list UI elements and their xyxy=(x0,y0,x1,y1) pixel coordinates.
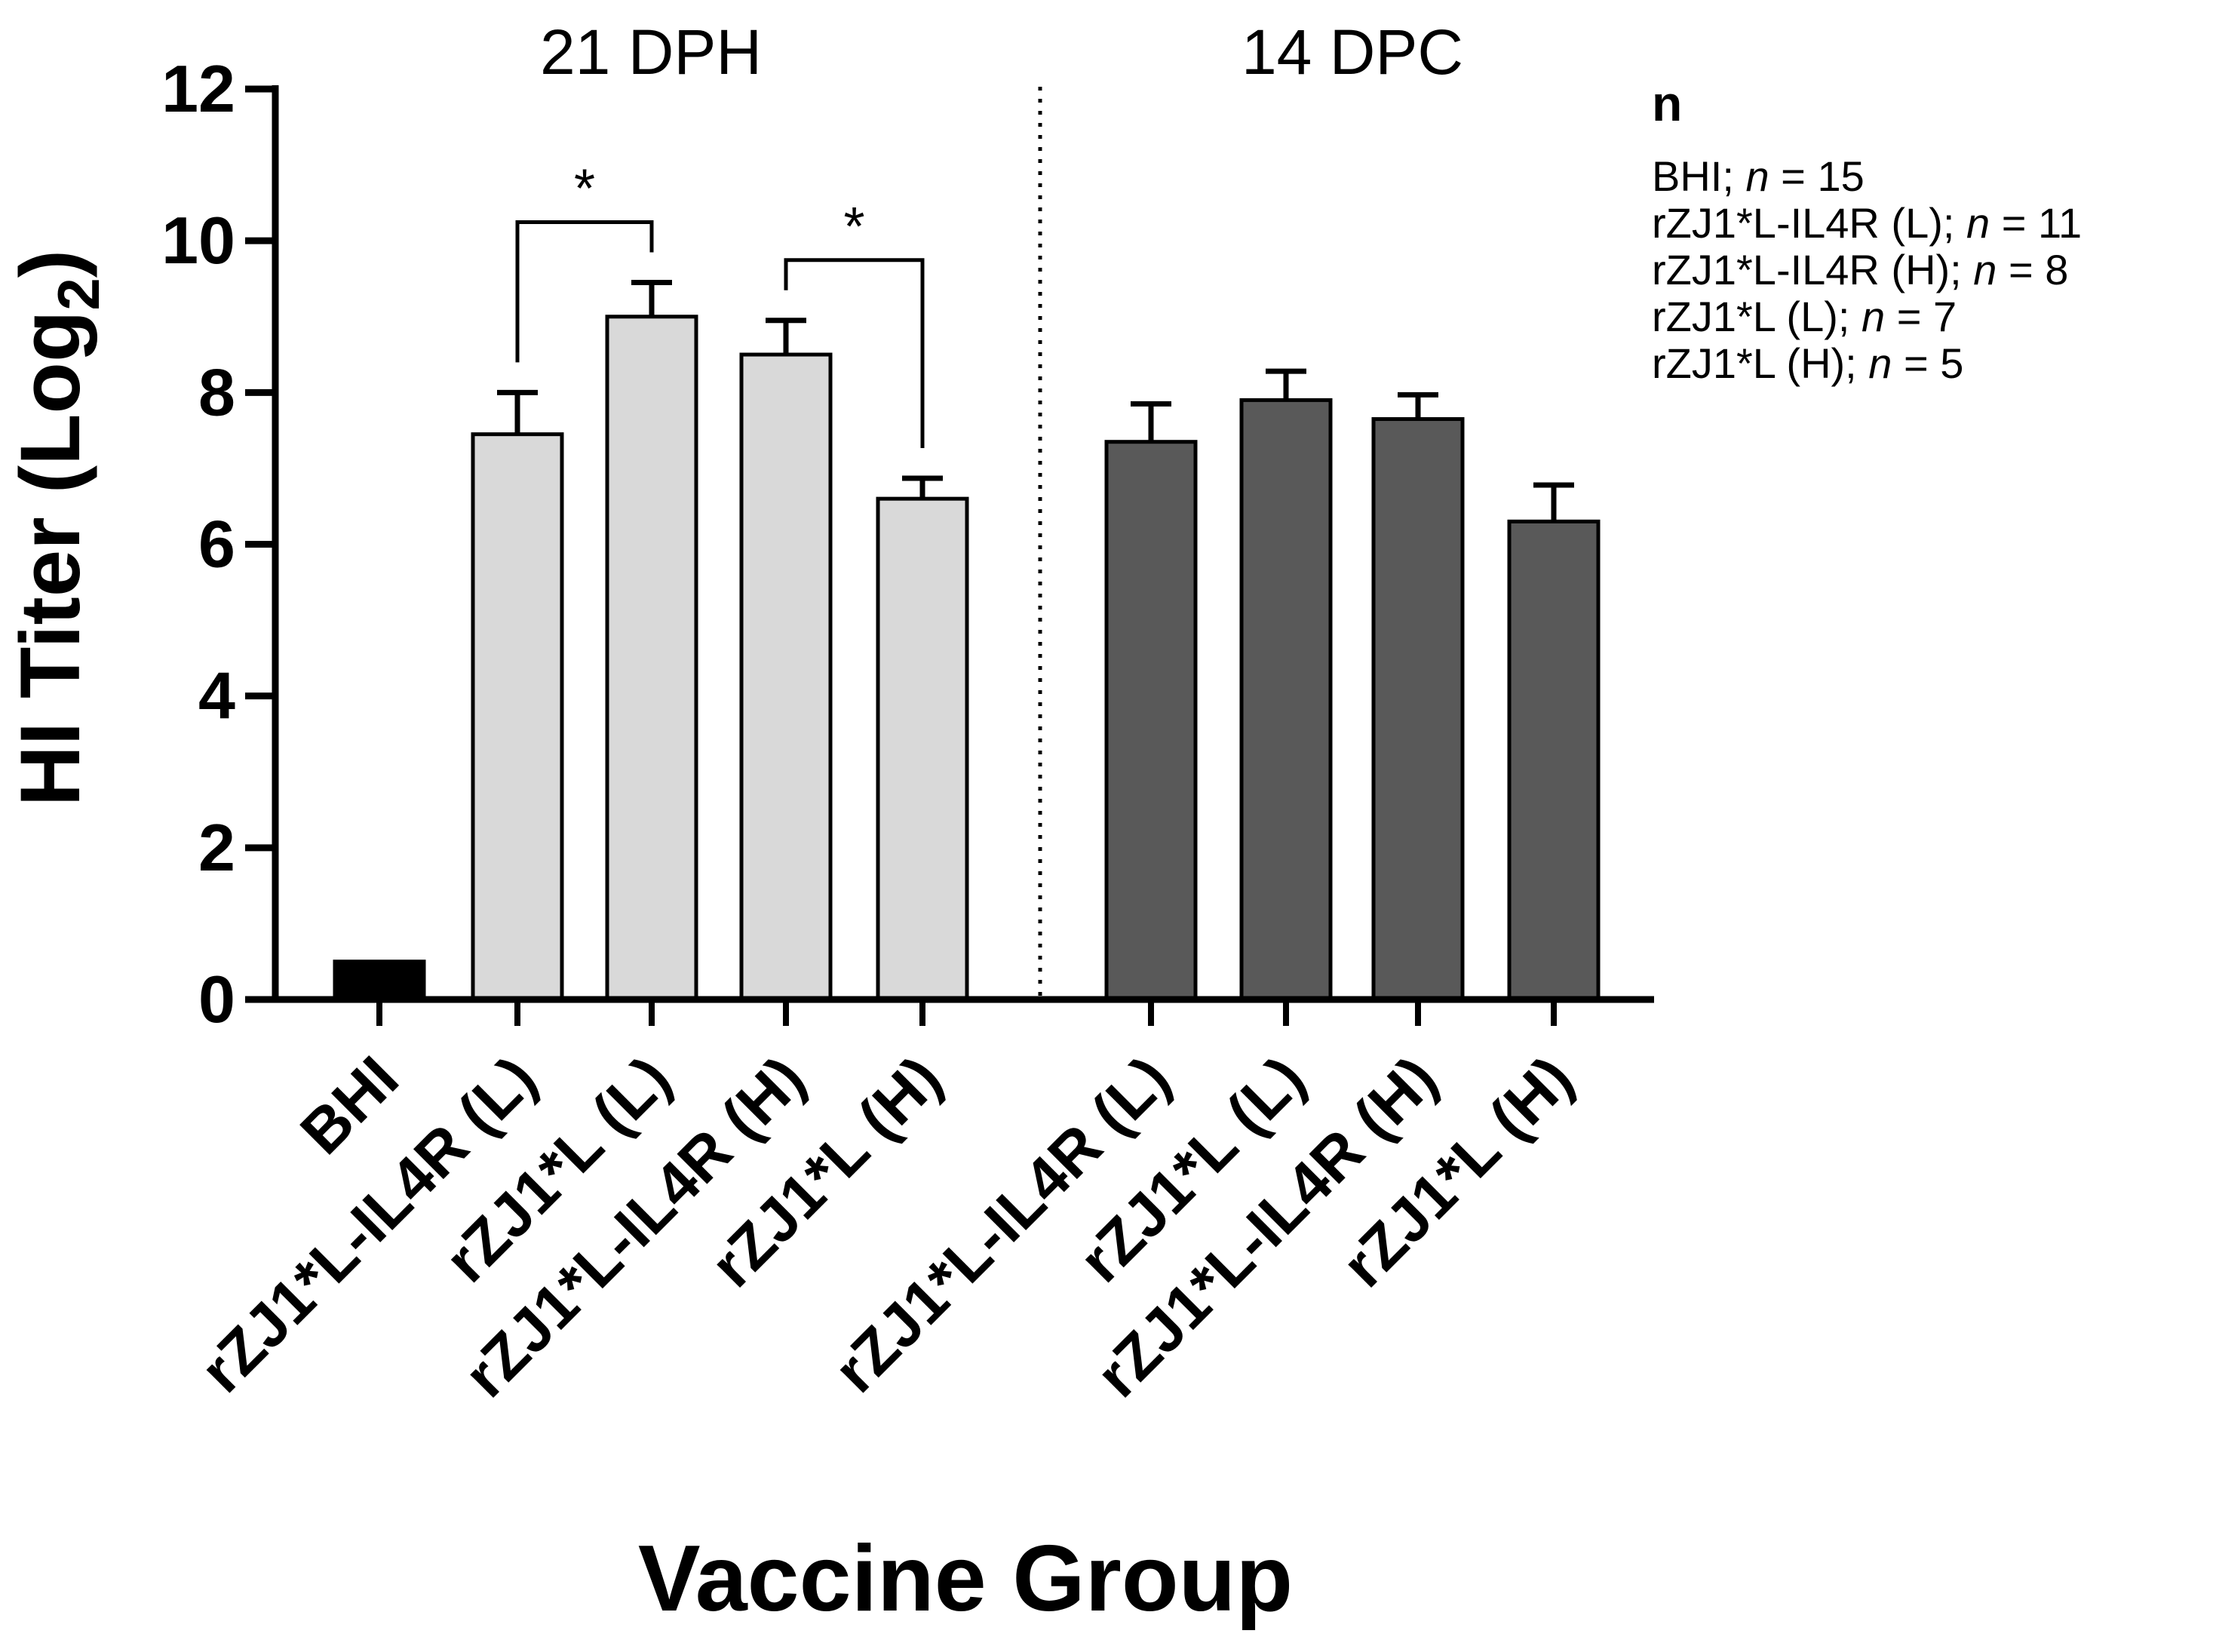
legend-item-n: n xyxy=(1862,293,1885,340)
y-axis-title-close: ) xyxy=(3,250,97,278)
legend-item-n: n xyxy=(1973,246,1997,293)
y-tick-label: 6 xyxy=(198,507,235,582)
legend-item-count: = 11 xyxy=(1990,199,2082,247)
legend-item-group: BHI; xyxy=(1652,152,1745,200)
legend-item: rZJ1*L-IL4R (L); n = 11 xyxy=(1652,199,2082,247)
legend-item: rZJ1*L (H); n = 5 xyxy=(1652,339,1963,387)
y-axis-title-subscript: 2 xyxy=(45,278,112,310)
y-tick-label: 0 xyxy=(198,962,235,1036)
y-axis-title-main: HI Titer (Log xyxy=(3,311,97,806)
y-tick-label: 8 xyxy=(198,355,235,429)
bar xyxy=(1239,398,1333,1002)
bar xyxy=(1104,440,1198,1002)
bar xyxy=(1507,519,1601,1002)
y-tick-label: 2 xyxy=(198,810,235,885)
legend-item-count: = 8 xyxy=(1997,246,2068,293)
bar xyxy=(1371,417,1465,1002)
significance-label: * xyxy=(574,158,595,219)
bar xyxy=(739,352,833,1002)
legend-item-group: rZJ1*L-IL4R (H); xyxy=(1652,246,1973,293)
legend-item-group: rZJ1*L-IL4R (L); xyxy=(1652,199,1966,247)
bar xyxy=(876,496,969,1002)
category-label: BHI xyxy=(288,1043,412,1167)
legend-item: rZJ1*L-IL4R (H); n = 8 xyxy=(1652,246,2068,293)
significance-bracket xyxy=(515,220,654,363)
legend-item-count: = 7 xyxy=(1885,293,1957,340)
legend-item-group: rZJ1*L (H); xyxy=(1652,339,1868,387)
group-label: 14 DPC xyxy=(1242,17,1463,88)
y-axis-title: HI Titer (Log2) xyxy=(3,250,112,806)
legend-item: rZJ1*L (L); n = 7 xyxy=(1652,293,1957,340)
bar xyxy=(471,432,564,1002)
significance-bracket xyxy=(784,258,925,448)
bars xyxy=(333,279,1601,1002)
significance-label: * xyxy=(843,197,864,257)
legend-item: BHI; n = 15 xyxy=(1652,152,1865,200)
significance-brackets: ** xyxy=(515,158,925,448)
x-axis-title: Vaccine Group xyxy=(638,1527,1293,1631)
legend-item-count: = 5 xyxy=(1892,339,1963,387)
group-label: 21 DPH xyxy=(540,17,762,88)
legend-title: n xyxy=(1652,75,1682,131)
group-labels: 21 DPH 14 DPC xyxy=(540,17,1463,88)
legend-item-count: = 15 xyxy=(1769,152,1865,200)
legend-item-n: n xyxy=(1966,199,1990,247)
bar xyxy=(605,315,698,1002)
x-ticks xyxy=(376,999,1557,1026)
legend-item-n: n xyxy=(1868,339,1892,387)
y-ticks: 0 2 4 6 8 10 12 xyxy=(161,51,275,1036)
legend-item-group: rZJ1*L (L); xyxy=(1652,293,1862,340)
legend-item-n: n xyxy=(1745,152,1769,200)
y-tick-label: 12 xyxy=(161,51,235,126)
bar xyxy=(333,960,426,1002)
y-tick-label: 10 xyxy=(161,203,235,278)
y-tick-label: 4 xyxy=(198,659,235,733)
